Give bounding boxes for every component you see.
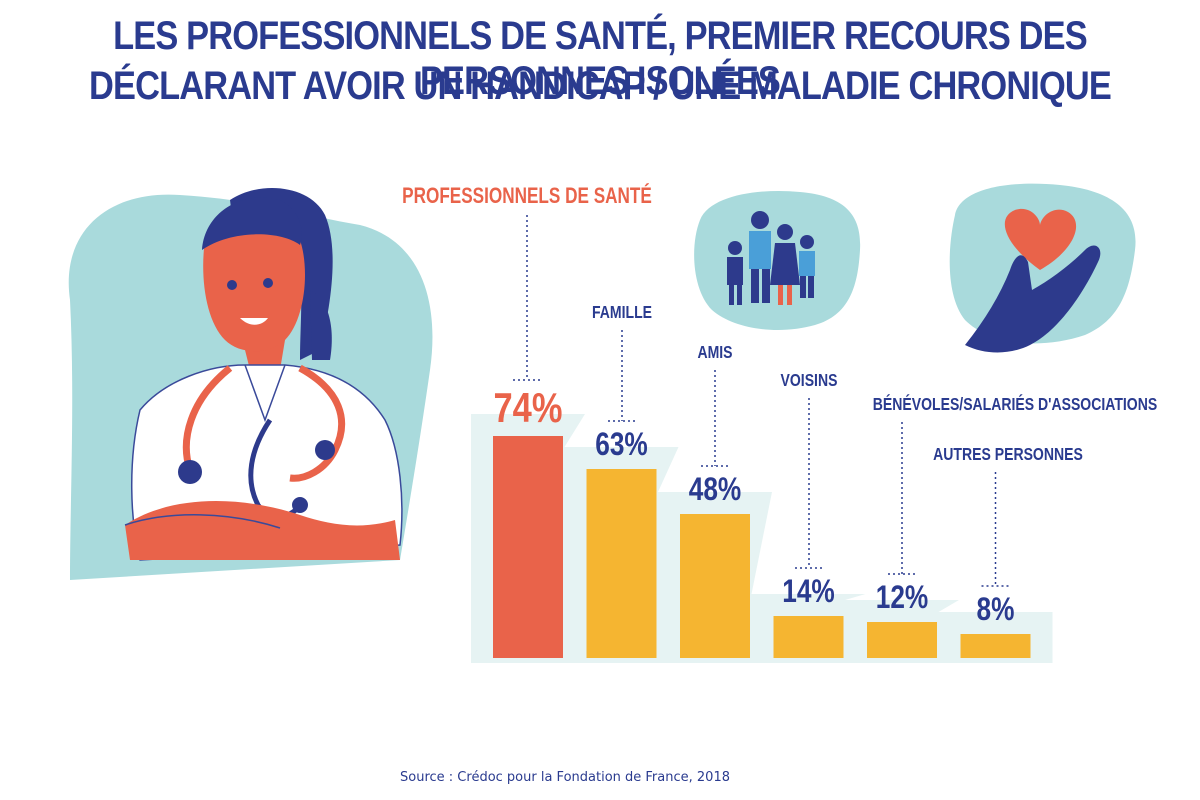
bar-2 [586,469,657,658]
category-label-5: BÉNÉVOLES/SALARIÉS D'ASSOCIATIONS [873,393,1158,414]
bar-5 [867,622,937,658]
value-label-3: 48% [689,473,742,508]
category-label-4: VOISINS [781,370,838,390]
bar-chart: 74% PROFESSIONNELS DE SANTÉ 63% FAMILLE 48% A… [402,183,1157,663]
category-label-2: FAMILLE [592,302,652,322]
category-label-1: PROFESSIONNELS DE SANTÉ [402,183,652,209]
source-note: Source : Crédoc pour la Fondation de Fra… [400,770,730,785]
chart-title-line-1: LES PROFESSIONNELS DE SANTÉ, PREMIER REC… [113,14,1088,103]
bar-4 [773,616,844,658]
chart-title-line-2: DÉCLARANT AVOIR UN HANDICAP / UNE MALADI… [89,64,1112,108]
value-label-5: 12% [876,581,929,616]
category-label-3: AMIS [697,342,732,362]
category-label-6: AUTRES PERSONNES [933,444,1083,464]
value-label-1: 74% [494,385,563,432]
value-label-2: 63% [595,428,648,463]
doctor-illustration [68,188,433,580]
bar-1 [493,436,563,658]
heart-in-hand-icon [949,183,1136,353]
family-icon [694,190,861,330]
value-label-4: 14% [782,575,835,610]
bar-3 [680,514,750,658]
bar-6 [960,634,1031,658]
value-label-6: 8% [977,593,1015,628]
